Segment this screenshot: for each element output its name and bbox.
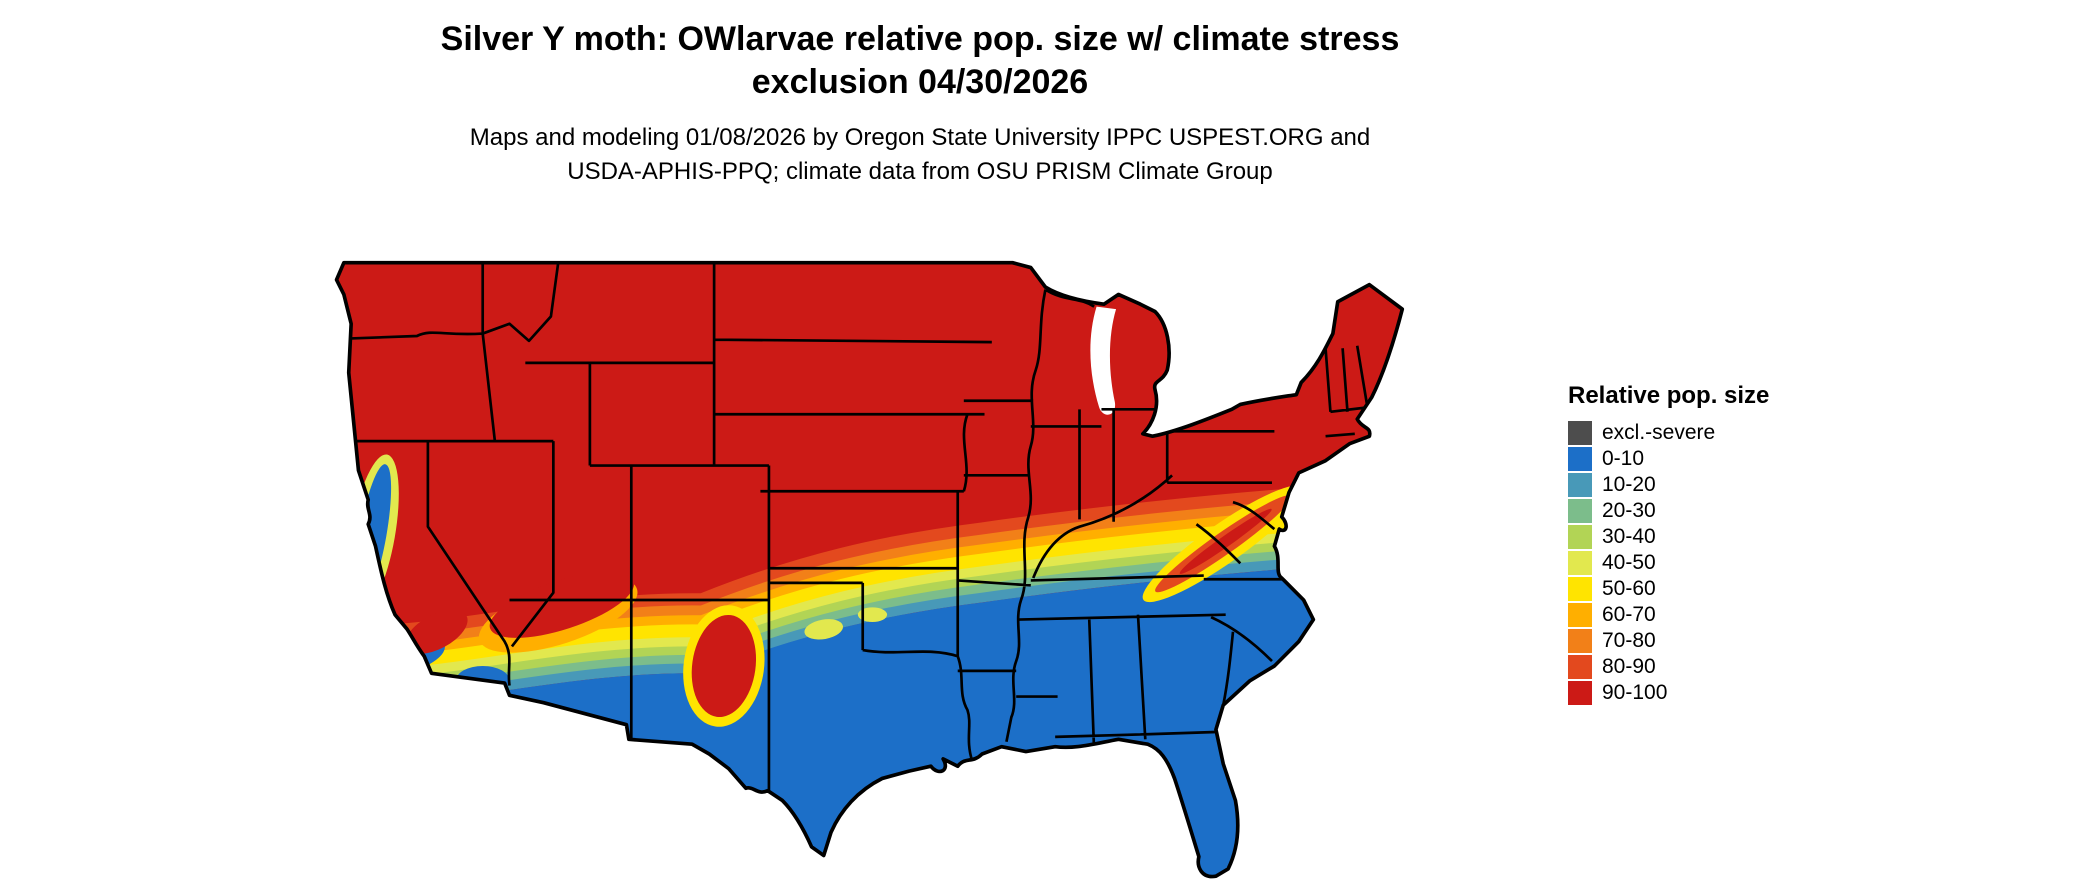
subtitle-line1: Maps and modeling 01/08/2026 by Oregon S…: [469, 124, 1371, 151]
legend-swatch: [1568, 681, 1592, 705]
legend-item-label: 80-90: [1602, 655, 1656, 678]
legend-item-label: 40-50: [1602, 551, 1656, 574]
legend-swatch: [1568, 603, 1592, 627]
legend-swatch: [1568, 499, 1592, 523]
us-map-svg: [334, 260, 1405, 879]
legend-swatch: [1568, 421, 1592, 445]
legend-item: 20-30: [1568, 498, 1898, 524]
legend-swatch: [1568, 629, 1592, 653]
appalachian-red-core: [1179, 508, 1272, 574]
nm-tx-mountains-red: [691, 614, 757, 718]
header: Silver Y moth: OWlarvae relative pop. si…: [0, 18, 1840, 188]
us-outline: [334, 260, 1405, 879]
state-borders: [351, 262, 1372, 791]
us-population-map: [300, 226, 1518, 886]
legend-item: 90-100: [1568, 680, 1898, 706]
legend-items: excl.-severe 0-10 10-20 20-30 30-40 40-5…: [1568, 420, 1898, 706]
legend-item-label: 0-10: [1602, 447, 1645, 470]
tx-yellow-patch-2: [857, 607, 888, 622]
subtitle: Maps and modeling 01/08/2026 by Oregon S…: [0, 121, 1840, 188]
page-title-line2: exclusion 04/30/2026: [751, 62, 1089, 101]
coast-range-red: [339, 488, 363, 605]
tx-yellow-patch-1: [804, 619, 844, 640]
legend-swatch: [1568, 447, 1592, 471]
legend-item-label: excl.-severe: [1602, 421, 1716, 444]
legend-swatch: [1568, 473, 1592, 497]
legend-item: 50-60: [1568, 576, 1898, 602]
legend-title: Relative pop. size: [1568, 382, 1770, 409]
legend-item-label: 70-80: [1602, 629, 1656, 652]
legend-item: 70-80: [1568, 628, 1898, 654]
page-title-line1: Silver Y moth: OWlarvae relative pop. si…: [440, 20, 1400, 58]
legend-item: 30-40: [1568, 524, 1898, 550]
legend-swatch: [1568, 577, 1592, 601]
legend-item-label: 10-20: [1602, 473, 1656, 496]
legend-swatch: [1568, 655, 1592, 679]
legend-item: 80-90: [1568, 654, 1898, 680]
subtitle-line2: USDA-APHIS-PPQ; climate data from OSU PR…: [567, 157, 1273, 185]
legend-item: 60-70: [1568, 602, 1898, 628]
legend-swatch: [1568, 551, 1592, 575]
socal-mountains-red: [405, 609, 468, 654]
legend-item-label: 20-30: [1602, 499, 1656, 522]
legend-item-label: 30-40: [1602, 525, 1656, 548]
legend-item: 0-10: [1568, 446, 1898, 472]
legend-item: excl.-severe: [1568, 420, 1898, 446]
legend-item: 10-20: [1568, 472, 1898, 498]
legend: Relative pop. size excl.-severe 0-10 10-…: [1568, 382, 1898, 706]
legend-item-label: 60-70: [1602, 603, 1656, 626]
legend-item-label: 50-60: [1602, 577, 1656, 600]
mogollon-rim-red: [489, 571, 635, 638]
legend-item: 40-50: [1568, 550, 1898, 576]
legend-item-label: 90-100: [1602, 681, 1668, 704]
lake-michigan: [1090, 306, 1117, 415]
legend-swatch: [1568, 525, 1592, 549]
